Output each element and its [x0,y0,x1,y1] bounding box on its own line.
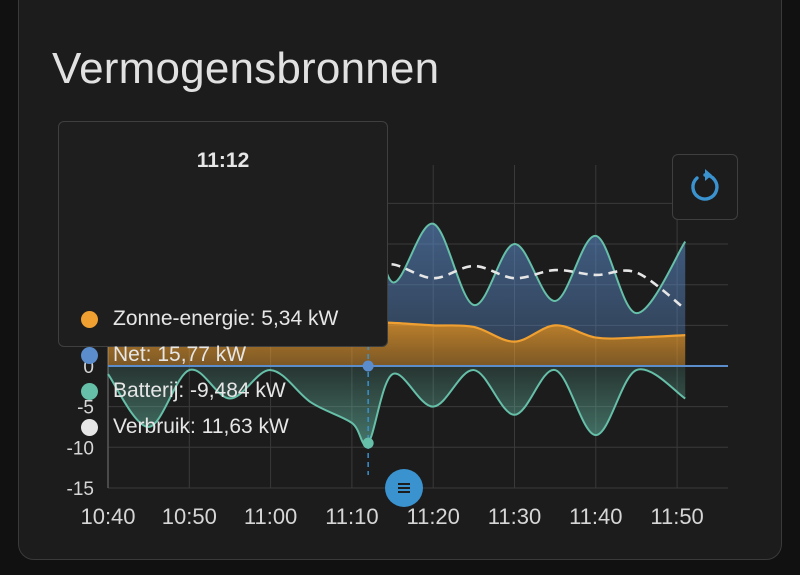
tooltip-grid-label: Net: 15,77 kW [113,343,247,366]
reset-zoom-button[interactable] [672,154,738,220]
x-tick-label: 10:40 [80,504,135,529]
y-tick-label: 0 [83,357,94,378]
tooltip-row-solar: Zonne-energie: 5,34 kW [81,305,338,333]
tooltip-battery-label: Batterij: -9,484 kW [113,379,286,402]
x-tick-label: 11:50 [650,504,703,529]
reset-zoom-icon [691,169,719,201]
x-tick-label: 11:40 [569,504,622,529]
consumption-legend-dot-icon [81,418,98,436]
cursor-drag-handle[interactable] [385,469,423,507]
chart-tick-labels: -15 -10 -5 0 10:40 10:50 11:00 11:10 11:20 11:30 1… [67,357,704,529]
y-tick-label: -5 [77,398,94,419]
x-tick-label: 11:20 [406,504,459,529]
tooltip-consumption-label: Verbruik: 11,63 kW [113,415,289,438]
battery-area [108,366,686,445]
tooltip-row-grid: Net: 15,77 kW [81,341,246,369]
tooltip-row-battery: Batterij: -9,484 kW [81,377,286,405]
y-tick-label: -15 [67,479,94,500]
battery-point [362,437,374,449]
tooltip-solar-label: Zonne-energie: 5,34 kW [113,307,339,330]
solar-legend-dot-icon [81,310,98,328]
card-title: Vermogensbronnen [52,44,440,93]
tooltip-time: 11:12 [196,149,250,172]
zero-point [362,360,374,372]
battery-line [107,368,686,446]
y-tick-label: -10 [67,438,94,459]
x-tick-label: 11:00 [244,504,297,529]
tooltip-row-consumption: Verbruik: 11,63 kW [81,413,289,441]
x-tick-label: 11:30 [488,504,541,529]
drag-handle-icon [398,483,410,493]
battery-legend-dot-icon [81,382,98,400]
grid-legend-dot-icon [81,346,98,364]
solar-area [108,322,686,366]
x-tick-label: 11:10 [325,504,378,529]
chart-tooltip: 11:12 Zonne-energie: 5,34 kW Net: 15,77 … [58,121,388,438]
x-tick-label: 10:50 [162,504,217,529]
